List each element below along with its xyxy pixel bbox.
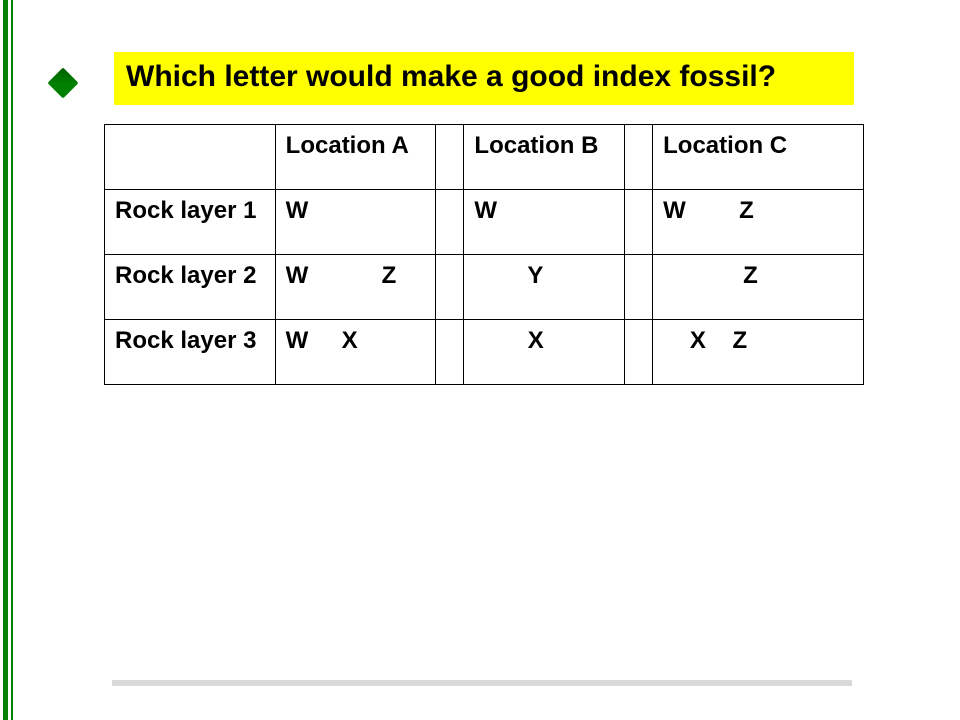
table-gap-cell [625, 255, 653, 320]
table-row: Rock layer 3 W X X X Z [105, 320, 864, 385]
row-label: Rock layer 2 [105, 255, 276, 320]
header-cell-empty [105, 125, 276, 190]
cell: W Z [275, 255, 436, 320]
table-gap-cell [436, 190, 464, 255]
table-row: Rock layer 2 W Z Y Z [105, 255, 864, 320]
fossil-table: Location A Location B Location C Rock la… [104, 124, 864, 385]
title-box: Which letter would make a good index fos… [114, 52, 854, 105]
cell: X Z [653, 320, 864, 385]
table-gap-cell [625, 320, 653, 385]
header-cell-location-b: Location B [464, 125, 625, 190]
fossil-table-wrap: Location A Location B Location C Rock la… [104, 124, 864, 385]
table-gap-cell [436, 255, 464, 320]
header-cell-location-a: Location A [275, 125, 436, 190]
cell: W [464, 190, 625, 255]
cell: Y [464, 255, 625, 320]
table-gap-cell [436, 320, 464, 385]
table-gap-cell [625, 125, 653, 190]
table-gap-cell [436, 125, 464, 190]
header-cell-location-c: Location C [653, 125, 864, 190]
cell: X [464, 320, 625, 385]
row-label: Rock layer 1 [105, 190, 276, 255]
side-accent-stripe [0, 0, 16, 720]
page-bottom-shadow [112, 680, 852, 686]
table-header-row: Location A Location B Location C [105, 125, 864, 190]
slide: Which letter would make a good index fos… [0, 0, 960, 720]
cell: W Z [653, 190, 864, 255]
cell: W X [275, 320, 436, 385]
row-label: Rock layer 3 [105, 320, 276, 385]
table-row: Rock layer 1 W W W Z [105, 190, 864, 255]
table-gap-cell [625, 190, 653, 255]
cell: Z [653, 255, 864, 320]
title-text: Which letter would make a good index fos… [126, 60, 776, 93]
cell: W [275, 190, 436, 255]
bullet-icon [47, 67, 78, 98]
